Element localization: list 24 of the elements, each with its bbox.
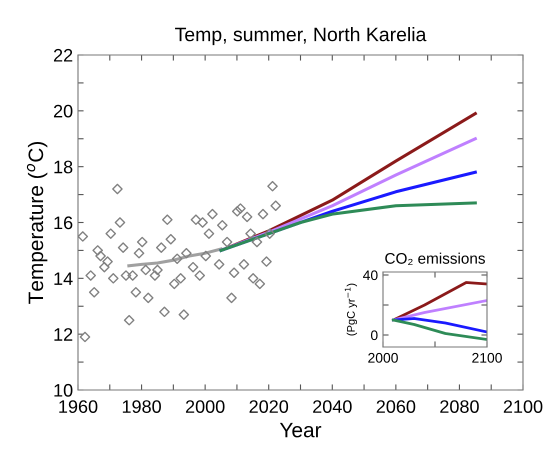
y-axis-title: (PgC yr$^{−1}$) (344, 284, 358, 336)
y-tick-label: 0 (370, 330, 378, 340)
y-tick-label: 12 (54, 328, 72, 341)
x-tick-label: 2100 (504, 400, 542, 413)
chart-title: CO₂ emissions (385, 252, 485, 265)
y-tick-label: 22 (54, 48, 72, 62)
chart-title: Temp, summer, North Karelia (175, 27, 426, 46)
x-tick-label: 2000 (186, 400, 225, 413)
x-axis-title: Year (280, 422, 322, 438)
y-tick-label: 18 (54, 160, 72, 174)
y-axis-title: Temperature ($^{o}$C) (26, 142, 48, 304)
y-tick-label: 40 (363, 270, 378, 280)
x-tick-label: 2100 (472, 352, 502, 363)
y-tick-label: 10 (54, 384, 72, 397)
y-tick-label: 14 (54, 272, 73, 285)
x-tick-label: 2060 (376, 400, 416, 413)
x-tick-label: 2000 (368, 352, 398, 363)
x-tick-label: 2080 (440, 400, 479, 413)
y-tick-label: 16 (54, 216, 72, 230)
y-tick-label: 20 (54, 104, 72, 118)
x-tick-label: 2040 (313, 400, 352, 413)
x-tick-label: 2020 (250, 400, 288, 413)
x-tick-label: 1980 (122, 400, 161, 413)
x-tick-label: 1960 (59, 400, 98, 413)
